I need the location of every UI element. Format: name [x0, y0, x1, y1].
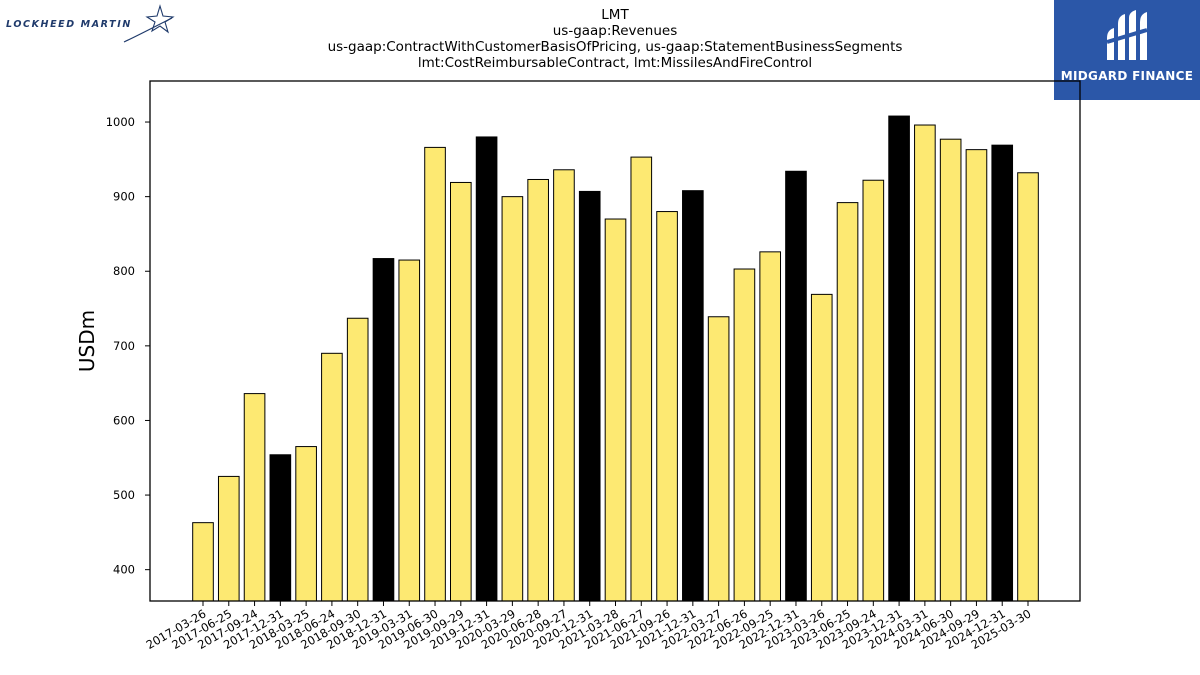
y-tick-label: 700: [113, 339, 135, 353]
y-tick-label: 500: [113, 488, 135, 502]
bar-2022-09-25: [759, 251, 782, 602]
bar-2023-12-31: [888, 115, 910, 602]
lockheed-martin-wordmark: LOCKHEED MARTIN: [6, 19, 132, 30]
bar-2021-12-31: [682, 190, 704, 602]
chart-title: LMT: [601, 7, 629, 23]
x-axis: 2017-03-262017-06-252017-09-242017-12-31…: [144, 601, 1034, 652]
bar-2021-03-28: [604, 218, 627, 602]
bar-2018-03-25: [295, 446, 317, 602]
bar-2018-12-31: [372, 258, 395, 602]
bar-2017-06-25: [217, 475, 240, 602]
bar-2020-03-29: [501, 196, 524, 602]
bar-2017-12-31: [269, 454, 292, 602]
midgard-finance-name: MIDGARD FINANCE: [1060, 69, 1194, 83]
bar-2024-06-30: [939, 138, 962, 602]
y-tick-label: 900: [113, 190, 135, 204]
bar-2021-09-26: [656, 211, 678, 602]
y-tick-label: 800: [113, 264, 135, 278]
midgard-finance-logo: MIDGARD FINANCE: [1054, 0, 1200, 100]
bar-2019-06-30: [424, 146, 446, 602]
y-axis-label: USDm: [75, 310, 99, 372]
bar-2017-09-24: [243, 393, 266, 602]
midgard-emblem-icon: [1106, 10, 1148, 60]
bar-2019-03-31: [398, 259, 421, 602]
chart-subtitle-3: lmt:CostReimbursableContract, lmt:Missil…: [417, 55, 813, 71]
bar-2017-03-26: [192, 522, 214, 602]
bar-2025-03-30: [1017, 172, 1039, 602]
chart-titles: LMT us-gaap:Revenues us-gaap:ContractWit…: [0, 7, 1200, 71]
bar-2023-09-24: [862, 179, 885, 602]
bar-2024-03-31: [914, 124, 936, 602]
bar-2023-06-25: [836, 202, 859, 602]
bar-2019-09-29: [450, 181, 472, 602]
bar-2020-12-31: [578, 190, 601, 602]
bar-2018-06-24: [321, 352, 343, 602]
y-tick-label: 1000: [106, 115, 135, 129]
chart-subtitle-1: us-gaap:Revenues: [552, 23, 678, 39]
chart-subtitle-2: us-gaap:ContractWithCustomerBasisOfPrici…: [327, 39, 903, 55]
bar-2018-09-30: [346, 317, 369, 602]
bars-group: [192, 115, 1039, 602]
bar-2021-06-27: [630, 156, 653, 602]
bar-2024-09-29: [965, 149, 988, 602]
bar-2023-03-26: [810, 293, 833, 602]
y-axis: 400 500 600 700 800 900 1000: [106, 115, 150, 577]
y-tick-label: 600: [113, 413, 135, 427]
bar-2022-06-26: [733, 268, 756, 602]
star-swoosh-icon: [123, 4, 175, 43]
bar-2019-12-31: [475, 136, 498, 602]
bar-2024-12-31: [991, 144, 1014, 602]
bar-2020-09-27: [553, 169, 575, 602]
lockheed-martin-logo: LOCKHEED MARTIN: [4, 4, 175, 44]
plot-frame: [149, 80, 1081, 602]
bar-2022-12-31: [785, 170, 807, 602]
bar-2022-03-27: [707, 316, 730, 602]
y-tick-label: 400: [113, 563, 135, 577]
bar-2020-06-28: [527, 178, 549, 602]
